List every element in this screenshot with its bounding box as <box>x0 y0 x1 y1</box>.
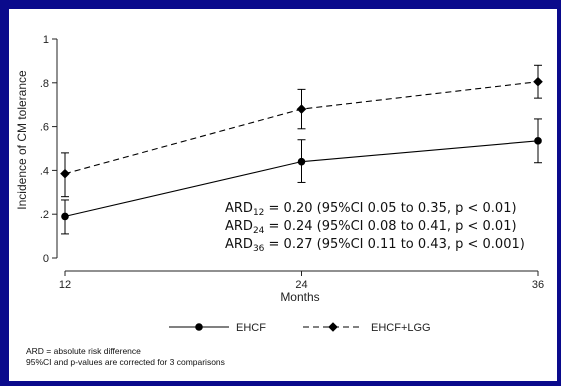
ard-annotation-12: ARD12 = 0.20 (95%CI 0.05 to 0.35, p < 0.… <box>225 201 517 218</box>
y-tick-label: 0 <box>43 253 49 265</box>
series-ehcf <box>61 118 542 235</box>
ard-annotation-36: ARD36 = 0.27 (95%CI 0.11 to 0.43, p < 0.… <box>225 237 525 254</box>
y-tick-label: .2 <box>40 209 49 221</box>
data-point <box>61 212 69 221</box>
x-tick-label: 12 <box>59 279 71 291</box>
series-ehcf-lgg <box>60 64 543 198</box>
axes: 0 .2 .4 .6 .8 1 12 24 36 <box>40 34 544 291</box>
data-point <box>533 76 543 87</box>
legend-marker <box>195 323 203 331</box>
x-axis-label: Months <box>280 290 319 304</box>
legend-marker <box>328 322 338 332</box>
line-chart: 0 .2 .4 .6 .8 1 12 24 36 Incidence of CM toleran… <box>15 34 544 367</box>
data-point <box>60 168 70 179</box>
data-point <box>297 157 306 166</box>
y-tick-label: .8 <box>40 78 49 90</box>
footnote-ard: ARD = absolute risk difference <box>26 346 141 356</box>
x-tick-label: 24 <box>295 279 307 291</box>
y-tick-label: .4 <box>40 165 49 177</box>
y-tick-label: .6 <box>40 122 49 134</box>
ard-annotations: ARD12 = 0.20 (95%CI 0.05 to 0.35, p < 0.… <box>225 201 525 254</box>
ard-annotation-24: ARD24 = 0.24 (95%CI 0.08 to 0.41, p < 0.… <box>225 219 517 236</box>
legend: EHCF EHCF+LGG <box>169 322 431 334</box>
y-axis-label: Incidence of CM tolerance <box>15 70 29 210</box>
y-tick-label: 1 <box>43 34 49 46</box>
legend-item: EHCF <box>169 322 266 334</box>
legend-label: EHCF <box>236 322 266 334</box>
chart-marks <box>60 64 543 235</box>
footnote-ci: 95%CI and p-values are corrected for 3 c… <box>26 357 225 367</box>
x-tick-label: 36 <box>532 279 544 291</box>
data-point <box>296 104 307 114</box>
data-point <box>534 137 542 145</box>
chart-panel: 0 .2 .4 .6 .8 1 12 24 36 Incidence of CM toleran… <box>9 9 557 381</box>
legend-item: EHCF+LGG <box>303 322 431 334</box>
legend-label: EHCF+LGG <box>371 322 431 334</box>
